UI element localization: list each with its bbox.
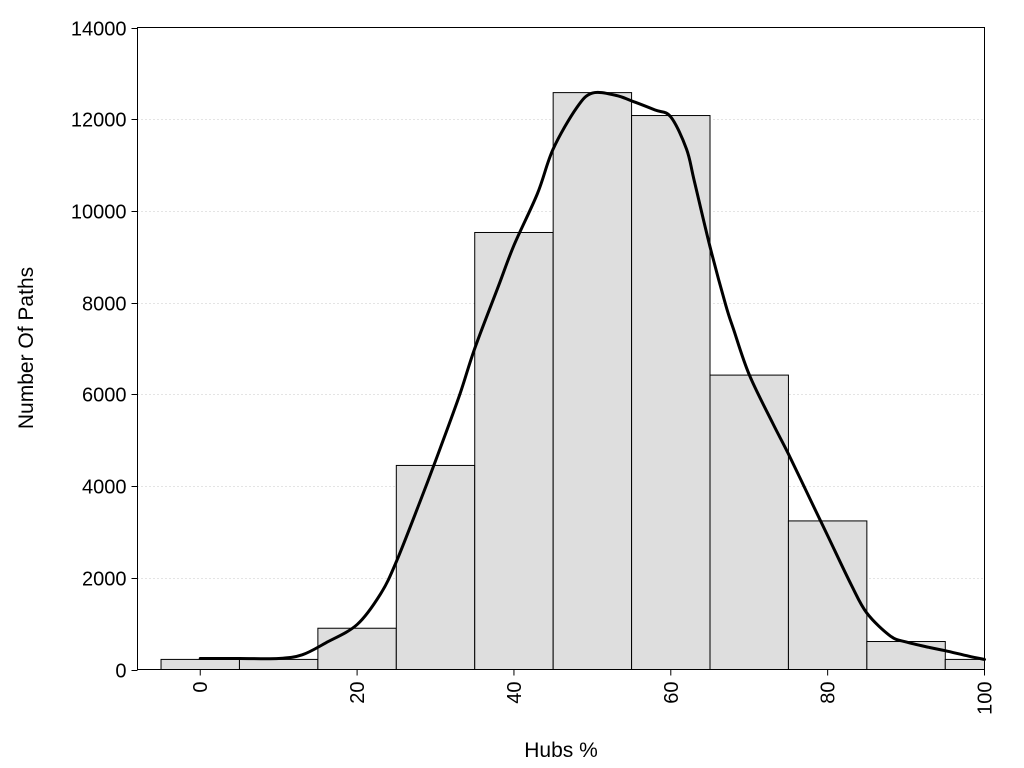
plot-frame [137,27,985,670]
density-curve-layer [198,90,986,661]
x-axis-ticks: 0 20 40 60 80 100 [190,669,997,715]
x-tick-label: 60 [661,682,683,704]
histogram-bar [709,374,789,670]
x-tick-label: 100 [975,682,997,715]
histogram-bars [160,92,986,671]
y-axis-ticks: 0 2000 4000 6000 8000 10000 12000 14000 [71,19,138,683]
histogram-bar [944,658,986,671]
x-axis-title: Hubs % [524,739,598,762]
histogram-bar [552,92,633,671]
histogram-bar [317,627,397,671]
histogram-bar [160,658,240,671]
histogram-bar [631,115,711,670]
y-axis-title: Number Of Paths [15,267,38,429]
histogram-bar [238,658,319,671]
y-tick-label: 0 [115,661,126,683]
y-tick-label: 8000 [82,294,127,316]
x-tick-label: 80 [818,682,840,704]
density-curve [198,90,986,661]
y-tick-label: 12000 [71,110,127,132]
y-tick-label: 2000 [82,569,127,591]
y-tick-label: 14000 [71,19,127,41]
y-tick-label: 4000 [82,477,127,499]
x-tick-label: 0 [190,682,212,693]
x-tick-label: 20 [347,682,369,704]
histogram-bar [787,520,868,670]
histogram-bar [395,464,476,670]
histogram-bar [474,231,554,671]
y-tick-label: 6000 [82,385,127,407]
y-tick-label: 10000 [71,202,127,224]
histogram-bar [866,641,946,671]
x-tick-label: 40 [504,682,526,704]
